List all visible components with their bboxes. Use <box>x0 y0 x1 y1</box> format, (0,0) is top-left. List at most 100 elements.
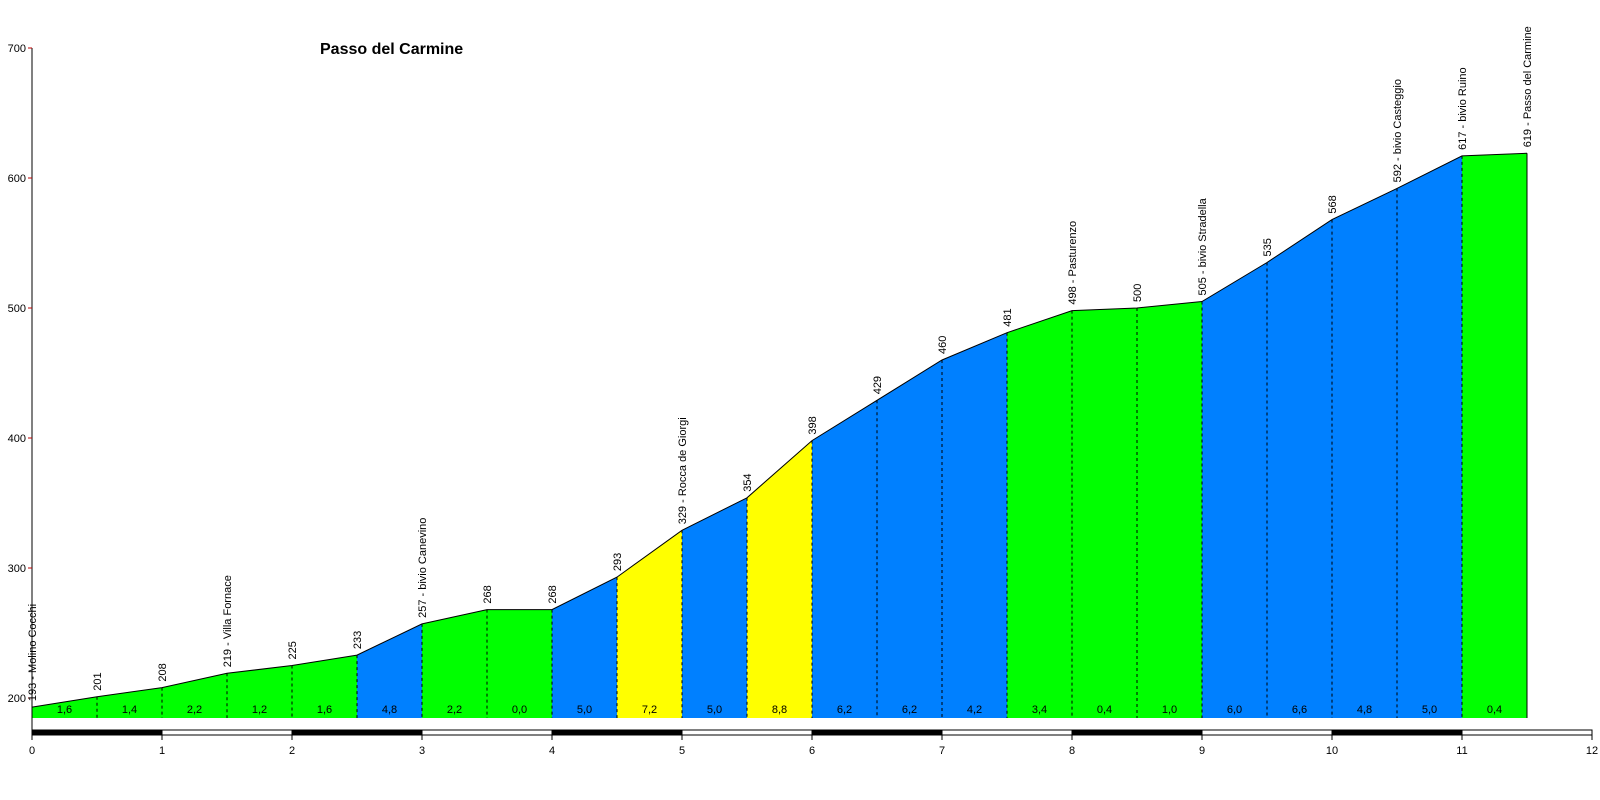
segment-area <box>1202 262 1267 718</box>
grade-label: 0,4 <box>1487 704 1502 716</box>
point-label: 505 - bivio Stradella <box>1197 197 1209 295</box>
grade-label: 1,6 <box>317 704 332 716</box>
point-label: 617 - bivio Ruino <box>1457 67 1469 150</box>
grade-label: 5,0 <box>577 704 592 716</box>
x-tick-label: 6 <box>809 745 815 757</box>
x-tick-label: 11 <box>1456 745 1467 757</box>
x-tick-label: 10 <box>1326 745 1338 757</box>
x-tick-label: 0 <box>29 745 35 757</box>
point-label: 498 - Pasturenzo <box>1067 221 1079 305</box>
km-scale-bar <box>31 729 1593 736</box>
grade-labels-layer: 1,6 1,4 2,2 1,2 1,6 4,8 2,2 0,0 5,0 7,2 5,0 8,8 6,2 6… <box>57 704 1502 716</box>
segment-area <box>97 687 162 718</box>
grade-label: 1,2 <box>252 704 267 716</box>
grade-label: 4,8 <box>382 704 397 716</box>
segment-area <box>1072 308 1137 718</box>
x-tick-label: 8 <box>1069 745 1075 757</box>
y-tick-label: 500 <box>8 303 26 315</box>
point-label: 201 <box>92 672 104 690</box>
grade-label: 1,4 <box>122 704 137 716</box>
point-label: 568 <box>1327 195 1339 213</box>
chart-title: Passo del Carmine <box>320 41 463 58</box>
segment-area <box>877 360 942 718</box>
segment-area <box>747 440 812 718</box>
grade-label: 5,0 <box>1422 704 1437 716</box>
y-tick-label: 300 <box>8 563 26 575</box>
scale-bar-block <box>421 729 553 736</box>
x-tick-label: 2 <box>289 745 295 757</box>
point-labels-layer: 193 - Molino Cocchi 201 208 219 - Villa For… <box>27 26 1534 701</box>
segment-area <box>1267 219 1332 718</box>
scale-bar-block <box>681 729 813 736</box>
segment-area <box>942 332 1007 718</box>
x-tick-label: 7 <box>939 745 945 757</box>
y-tick-label: 200 <box>8 693 26 705</box>
segment-area <box>487 609 552 718</box>
y-tick-label: 400 <box>8 433 26 445</box>
segment-area <box>1007 310 1072 718</box>
segment-area <box>292 655 357 718</box>
scale-bar-block <box>291 729 423 736</box>
scale-bar-block <box>551 729 683 736</box>
x-tick-label: 12 <box>1586 745 1598 757</box>
grade-label: 6,6 <box>1292 704 1307 716</box>
segment-area <box>1332 188 1397 718</box>
scale-bar-block <box>941 729 1073 736</box>
grade-label: 7,2 <box>642 704 657 716</box>
grade-label: 2,2 <box>447 704 462 716</box>
grade-label: 5,0 <box>707 704 722 716</box>
profile-line <box>31 152 1528 708</box>
grade-label: 3,4 <box>1032 704 1047 716</box>
point-label: 329 - Rocca de Giorgi <box>677 417 689 524</box>
x-tick-label: 5 <box>679 745 685 757</box>
point-label: 293 <box>612 553 624 571</box>
segment-area <box>552 577 617 718</box>
y-tick-label: 600 <box>8 173 26 185</box>
grade-label: 2,2 <box>187 704 202 716</box>
segment-area <box>227 665 292 718</box>
grade-label: 0,0 <box>512 704 527 716</box>
grade-label: 8,8 <box>772 704 787 716</box>
segments-layer <box>31 152 1528 719</box>
point-label: 619 - Passo del Carmine <box>1522 26 1534 147</box>
grade-label: 6,0 <box>1227 704 1242 716</box>
segment-area <box>1137 301 1202 718</box>
point-label: 592 - bivio Casteggio <box>1392 79 1404 182</box>
point-label: 219 - Villa Fornace <box>222 575 234 667</box>
segment-area <box>422 609 487 718</box>
segment-area <box>1462 153 1527 719</box>
scale-bar-block <box>811 729 943 736</box>
scale-bar-block <box>1461 729 1593 736</box>
point-label: 398 <box>807 416 819 434</box>
scale-bar-block <box>31 729 163 736</box>
point-label: 535 <box>1262 238 1274 256</box>
scale-bar-block <box>1331 729 1463 736</box>
scale-bar-block <box>1201 729 1333 736</box>
segment-area <box>32 696 97 718</box>
grade-label: 0,4 <box>1097 704 1112 716</box>
grade-label: 4,8 <box>1357 704 1372 716</box>
segment-area <box>1397 155 1462 718</box>
point-label: 233 <box>352 631 364 649</box>
grade-label: 6,2 <box>837 704 852 716</box>
point-label: 429 <box>872 376 884 394</box>
segment-area <box>812 400 877 718</box>
point-label: 268 <box>482 585 494 603</box>
segment-area <box>617 530 682 718</box>
point-label: 225 <box>287 641 299 659</box>
x-tick-label: 9 <box>1199 745 1205 757</box>
point-label: 500 <box>1132 284 1144 302</box>
point-label: 268 <box>547 585 559 603</box>
point-label: 193 - Molino Cocchi <box>27 604 39 701</box>
grade-label: 4,2 <box>967 704 982 716</box>
y-tick-label: 700 <box>8 43 26 55</box>
point-label: 460 <box>937 336 949 354</box>
point-label: 257 - bivio Canevino <box>417 518 429 618</box>
grade-label: 6,2 <box>902 704 917 716</box>
point-label: 354 <box>742 473 754 491</box>
x-tick-label: 4 <box>549 745 555 757</box>
grade-label: 1,6 <box>57 704 72 716</box>
x-tick-label: 3 <box>419 745 425 757</box>
